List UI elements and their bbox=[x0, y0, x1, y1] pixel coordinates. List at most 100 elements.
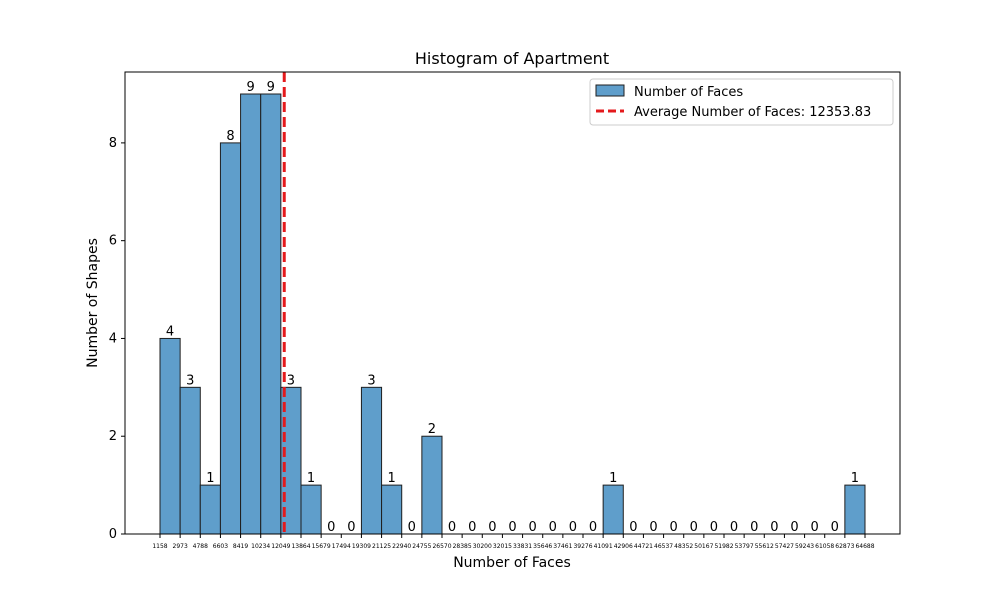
histogram-bar bbox=[179, 386, 201, 535]
bar-count-label: 0 bbox=[690, 520, 698, 535]
x-tick-label: 46537 bbox=[654, 543, 673, 550]
x-tick-label: 48352 bbox=[674, 543, 693, 550]
x-tick-label: 24755 bbox=[412, 543, 431, 550]
histogram-bar bbox=[159, 337, 181, 535]
x-tick-label: 12049 bbox=[271, 543, 290, 550]
bar-count-label: 0 bbox=[488, 520, 496, 535]
chart-title: Histogram of Apartment bbox=[415, 49, 609, 68]
x-tick-label: 57427 bbox=[775, 543, 794, 550]
histogram-bar bbox=[360, 386, 383, 535]
bar-count-label: 2 bbox=[428, 422, 436, 437]
bar-count-label: 0 bbox=[670, 520, 678, 535]
histogram-bar bbox=[300, 484, 322, 535]
histogram-bar bbox=[219, 142, 242, 535]
bar-count-label: 0 bbox=[831, 520, 839, 535]
bar-count-label: 0 bbox=[448, 520, 456, 535]
bar-count-label: 1 bbox=[851, 471, 859, 486]
histogram-bar bbox=[602, 484, 624, 535]
bar-count-label: 1 bbox=[388, 471, 396, 486]
bar-count-label: 8 bbox=[226, 129, 234, 144]
bar-count-label: 0 bbox=[408, 520, 416, 535]
x-tick-label: 37461 bbox=[553, 543, 572, 550]
y-axis-label: Number of Shapes bbox=[85, 238, 101, 368]
bar-count-label: 0 bbox=[770, 520, 778, 535]
y-tick-label: 0 bbox=[109, 527, 117, 542]
x-tick-label: 41091 bbox=[594, 543, 613, 550]
x-tick-label: 1158 bbox=[152, 543, 167, 550]
y-axis: 0 2 4 6 8 bbox=[109, 136, 125, 542]
x-tick-label: 61058 bbox=[815, 543, 834, 550]
histogram-bar bbox=[199, 484, 221, 535]
x-tick-label: 64688 bbox=[855, 543, 874, 550]
x-axis: 1158 2973 4788 6603 8419 10234 12049 13864 15679… bbox=[152, 534, 875, 550]
histogram-bar bbox=[240, 93, 262, 535]
bar-count-label: 3 bbox=[367, 373, 375, 388]
bar-count-label: 0 bbox=[508, 520, 516, 535]
x-axis-label: Number of Faces bbox=[453, 555, 571, 571]
histogram-bar bbox=[381, 484, 403, 535]
x-tick-label: 32015 bbox=[493, 543, 512, 550]
x-tick-label: 44721 bbox=[634, 543, 653, 550]
bar-count-label: 0 bbox=[811, 520, 819, 535]
bar-count-label: 0 bbox=[327, 520, 335, 535]
bar-count-label: 1 bbox=[307, 471, 315, 486]
x-tick-label: 62873 bbox=[835, 543, 854, 550]
x-tick-label: 33831 bbox=[513, 543, 532, 550]
bar-count-label: 0 bbox=[710, 520, 718, 535]
x-tick-label: 6603 bbox=[213, 543, 228, 550]
bar-count-label: 0 bbox=[468, 520, 476, 535]
x-tick-label: 4788 bbox=[193, 543, 208, 550]
bar-count-label: 3 bbox=[287, 373, 295, 388]
y-tick-label: 8 bbox=[109, 136, 117, 151]
x-tick-label: 59243 bbox=[795, 543, 814, 550]
bar-count-label: 4 bbox=[166, 324, 174, 339]
x-tick-label: 28385 bbox=[453, 543, 472, 550]
x-tick-label: 15679 bbox=[312, 543, 331, 550]
bar-count-label: 1 bbox=[609, 471, 617, 486]
bar-count-label: 0 bbox=[750, 520, 758, 535]
x-tick-label: 17494 bbox=[332, 543, 351, 550]
x-tick-label: 53797 bbox=[735, 543, 754, 550]
bars-group bbox=[159, 93, 866, 535]
x-tick-label: 50167 bbox=[694, 543, 713, 550]
bar-count-label: 9 bbox=[247, 80, 255, 95]
legend-average-label: Average Number of Faces: 12353.83 bbox=[634, 105, 871, 120]
bar-count-label: 0 bbox=[569, 520, 577, 535]
x-tick-label: 42906 bbox=[614, 543, 633, 550]
bar-count-label: 0 bbox=[549, 520, 557, 535]
x-tick-label: 30200 bbox=[473, 543, 492, 550]
bar-count-label: 9 bbox=[267, 80, 275, 95]
x-tick-label: 19309 bbox=[352, 543, 371, 550]
x-tick-label: 35646 bbox=[533, 543, 552, 550]
x-tick-label: 8419 bbox=[233, 543, 248, 550]
x-tick-label: 21125 bbox=[372, 543, 391, 550]
legend: Number of Faces Average Number of Faces:… bbox=[589, 78, 894, 126]
y-tick-label: 4 bbox=[109, 331, 117, 346]
x-tick-label: 13864 bbox=[291, 543, 310, 550]
legend-bar-label: Number of Faces bbox=[634, 85, 743, 100]
bar-count-label: 0 bbox=[347, 520, 355, 535]
x-tick-label: 2973 bbox=[173, 543, 188, 550]
bar-count-label: 0 bbox=[790, 520, 798, 535]
x-tick-label: 26570 bbox=[432, 543, 451, 550]
bar-count-label: 0 bbox=[649, 520, 657, 535]
histogram-bar bbox=[844, 484, 866, 535]
histogram-bar bbox=[421, 435, 443, 535]
histogram-bar bbox=[260, 93, 282, 535]
bar-count-label: 0 bbox=[730, 520, 738, 535]
bar-count-label: 0 bbox=[529, 520, 537, 535]
x-tick-label: 10234 bbox=[251, 543, 270, 550]
legend-bar-swatch bbox=[595, 84, 625, 97]
plot-frame bbox=[124, 71, 901, 535]
bar-count-label: 0 bbox=[629, 520, 637, 535]
legend-box bbox=[589, 78, 894, 126]
bar-count-label: 1 bbox=[206, 471, 214, 486]
bar-count-label: 3 bbox=[186, 373, 194, 388]
x-tick-label: 55612 bbox=[755, 543, 774, 550]
bar-count-label: 0 bbox=[589, 520, 597, 535]
y-tick-label: 6 bbox=[109, 234, 117, 249]
y-tick-label: 2 bbox=[109, 429, 117, 444]
x-tick-label: 22940 bbox=[392, 543, 411, 550]
